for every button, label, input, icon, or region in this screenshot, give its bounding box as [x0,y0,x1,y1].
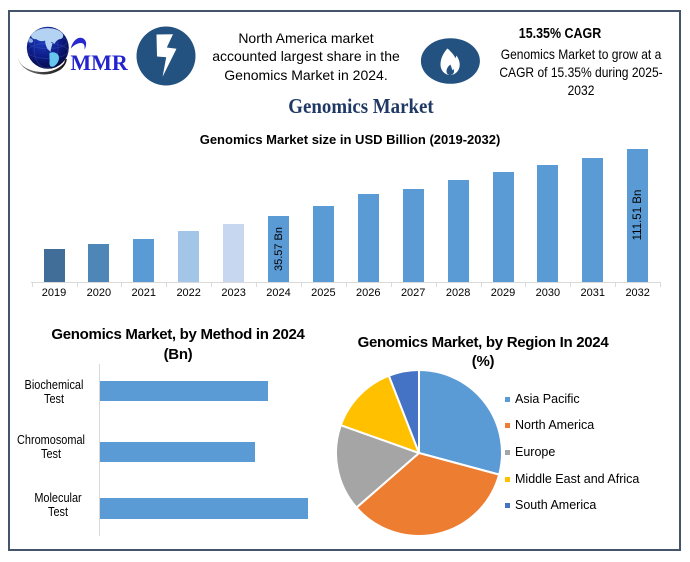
svg-text:MMR: MMR [70,50,129,75]
